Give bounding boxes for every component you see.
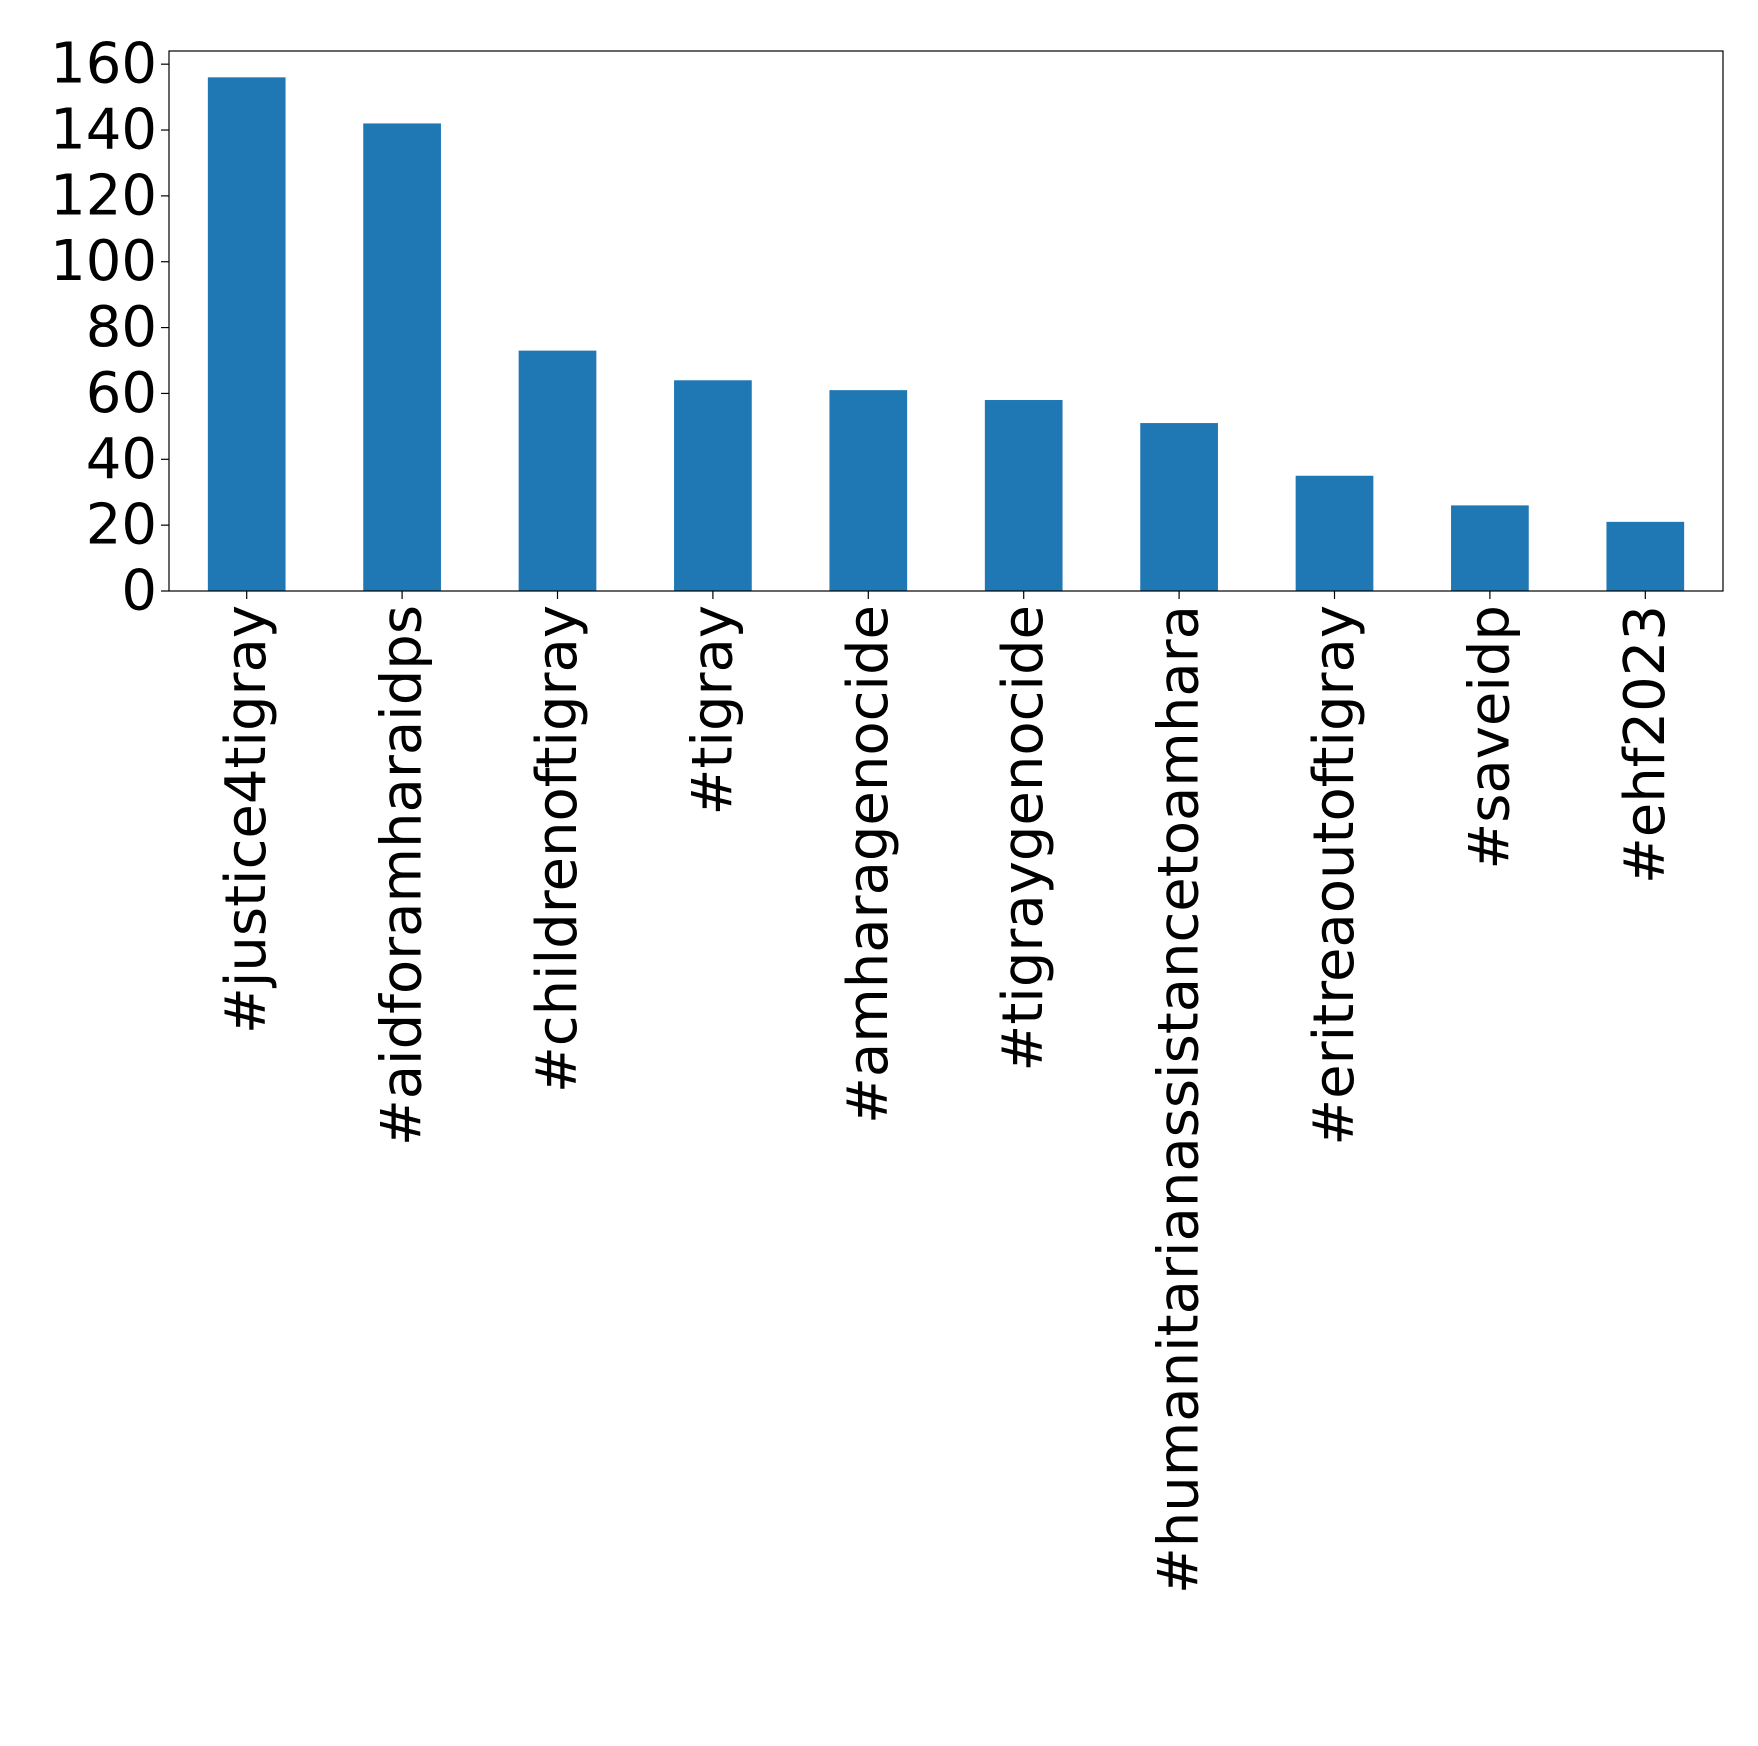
- bar: [1295, 475, 1374, 591]
- axes-layer: [168, 50, 1724, 592]
- y-tick-label: 80: [86, 295, 157, 360]
- x-tick-label: #ehf2023: [1613, 605, 1678, 884]
- y-tick-label: 60: [86, 361, 157, 426]
- bars-layer: [207, 77, 1685, 592]
- x-tick-label: #saveidp: [1457, 605, 1522, 870]
- y-tick-label: 160: [50, 32, 157, 97]
- y-tick-label: 0: [121, 559, 157, 624]
- bar: [1451, 505, 1529, 591]
- bar: [207, 77, 286, 592]
- y-tick-label: 100: [50, 229, 157, 294]
- x-tick-label: #amharagenocide: [836, 605, 901, 1124]
- y-tick-label: 140: [50, 98, 157, 163]
- x-tick-label: #humanitarianassistancetoamhara: [1147, 605, 1212, 1594]
- x-tick-label: #justice4tigray: [214, 605, 279, 1034]
- x-tick-label: #childrenoftigray: [525, 605, 590, 1093]
- y-tick-label: 40: [86, 427, 157, 492]
- x-tick-label: #tigraygenocide: [991, 605, 1056, 1072]
- bar: [984, 400, 1063, 591]
- bar: [674, 380, 752, 591]
- x-tick-label: #aidforamharaidps: [370, 605, 435, 1146]
- x-tick-label: #tigray: [680, 605, 745, 815]
- bar: [1606, 521, 1685, 591]
- bar: [829, 390, 908, 591]
- x-axis: #justice4tigray #aidforamharaidps #childre…: [214, 591, 1678, 1594]
- x-tick-label: #eritreaoutoftigray: [1302, 605, 1367, 1146]
- bar: [1140, 423, 1218, 591]
- y-tick-label: 20: [86, 493, 157, 558]
- y-tick-label: 120: [50, 163, 157, 228]
- bar: [363, 123, 441, 591]
- bar: [518, 350, 597, 591]
- plot-frame: [168, 50, 1724, 592]
